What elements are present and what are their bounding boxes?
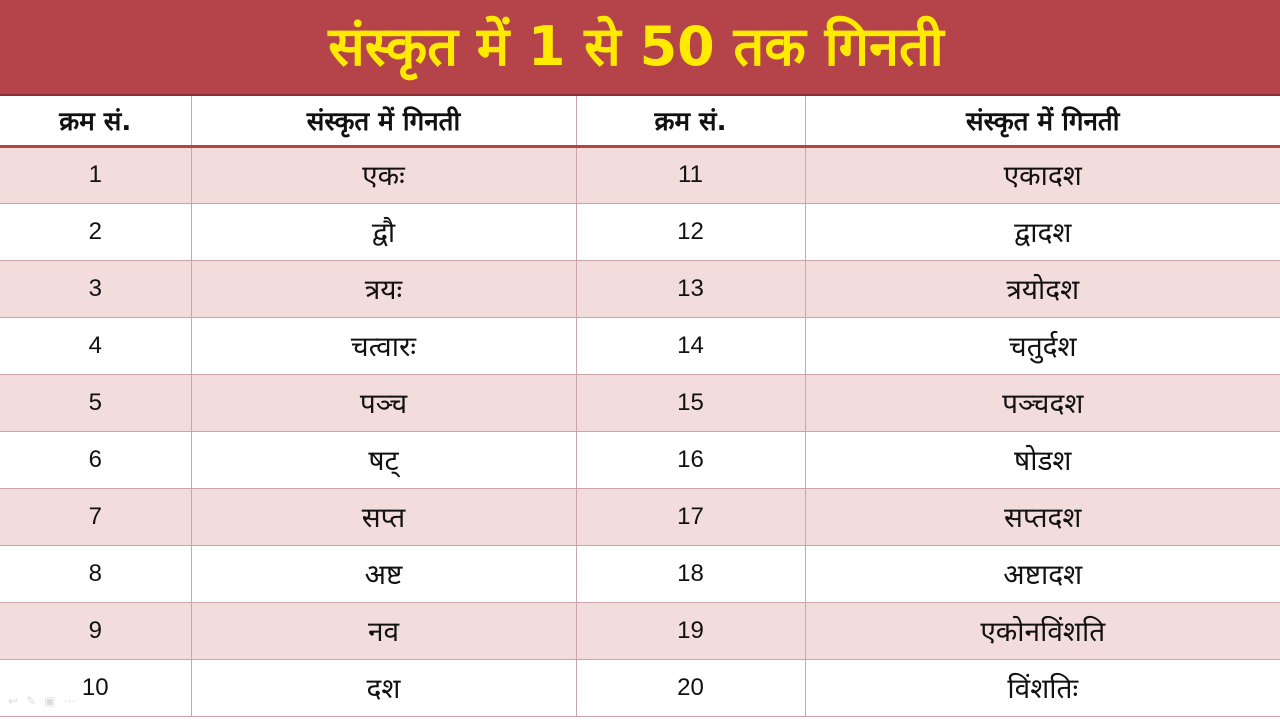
table-row: 1 एकः 11 एकादश	[0, 146, 1280, 204]
sanskrit-word-cell: त्रयः	[191, 260, 577, 318]
sanskrit-word-cell: षट्	[191, 431, 577, 489]
sanskrit-word-cell: पञ्च	[191, 374, 577, 432]
header-sanskrit-count-right: संस्कृत में गिनती	[805, 96, 1280, 148]
serial-cell: 14	[576, 317, 806, 375]
sanskrit-word-cell: सप्त	[191, 488, 577, 546]
page-title: संस्कृत में 1 से 50 तक गिनती	[328, 15, 944, 78]
table-row: 2 द्वौ 12 द्वादश	[0, 203, 1280, 261]
table-row: 5 पञ्च 15 पञ्चदश	[0, 374, 1280, 432]
sanskrit-word-cell: सप्तदश	[805, 488, 1280, 546]
pen-icon[interactable]: ✎	[26, 694, 37, 708]
header-serial-no-left: क्रम सं.	[0, 96, 192, 148]
sanskrit-word-cell: षोडश	[805, 431, 1280, 489]
serial-cell: 5	[0, 374, 192, 432]
serial-cell: 6	[0, 431, 192, 489]
serial-cell: 13	[576, 260, 806, 318]
sanskrit-word-cell: चत्वारः	[191, 317, 577, 375]
sanskrit-word-cell: एकः	[191, 146, 577, 204]
serial-cell: 19	[576, 602, 806, 660]
serial-cell: 12	[576, 203, 806, 261]
serial-cell: 2	[0, 203, 192, 261]
table-row: 3 त्रयः 13 त्रयोदश	[0, 260, 1280, 318]
more-icon[interactable]: ⋯	[63, 694, 76, 708]
counting-table: क्रम सं. संस्कृत में गिनती क्रम सं. संस्…	[0, 96, 1280, 717]
table-row: 9 नव 19 एकोनविंशति	[0, 602, 1280, 660]
serial-cell: 17	[576, 488, 806, 546]
serial-cell: 7	[0, 488, 192, 546]
sanskrit-word-cell: अष्ट	[191, 545, 577, 603]
table-row: 8 अष्ट 18 अष्टादश	[0, 545, 1280, 603]
serial-cell: 4	[0, 317, 192, 375]
serial-cell: 8	[0, 545, 192, 603]
sanskrit-word-cell: दश	[191, 659, 577, 717]
sanskrit-word-cell: एकादश	[805, 146, 1280, 204]
table-row: 4 चत्वारः 14 चतुर्दश	[0, 317, 1280, 375]
back-arrow-icon[interactable]: ↩	[8, 694, 19, 708]
serial-cell: 20	[576, 659, 806, 717]
table-row: 7 सप्त 17 सप्तदश	[0, 488, 1280, 546]
sanskrit-word-cell: त्रयोदश	[805, 260, 1280, 318]
table-row: 6 षट् 16 षोडश	[0, 431, 1280, 489]
serial-cell: 10	[0, 659, 192, 717]
serial-cell: 18	[576, 545, 806, 603]
header-row: क्रम सं. संस्कृत में गिनती क्रम सं. संस्…	[0, 96, 1280, 148]
slides-icon[interactable]: ▣	[44, 694, 56, 708]
serial-cell: 15	[576, 374, 806, 432]
serial-cell: 11	[576, 146, 806, 204]
sanskrit-word-cell: द्वादश	[805, 203, 1280, 261]
sanskrit-word-cell: एकोनविंशति	[805, 602, 1280, 660]
table-row: 10 दश 20 विंशतिः	[0, 659, 1280, 717]
sanskrit-word-cell: चतुर्दश	[805, 317, 1280, 375]
serial-cell: 3	[0, 260, 192, 318]
sanskrit-word-cell: पञ्चदश	[805, 374, 1280, 432]
serial-cell: 9	[0, 602, 192, 660]
serial-cell: 1	[0, 146, 192, 204]
sanskrit-word-cell: विंशतिः	[805, 659, 1280, 717]
slide-toolbar: ↩ ✎ ▣ ⋯	[8, 694, 75, 708]
serial-cell: 16	[576, 431, 806, 489]
title-banner: संस्कृत में 1 से 50 तक गिनती	[0, 0, 1280, 96]
sanskrit-word-cell: नव	[191, 602, 577, 660]
header-serial-no-right: क्रम सं.	[576, 96, 806, 148]
sanskrit-word-cell: अष्टादश	[805, 545, 1280, 603]
header-sanskrit-count-left: संस्कृत में गिनती	[191, 96, 577, 148]
sanskrit-word-cell: द्वौ	[191, 203, 577, 261]
